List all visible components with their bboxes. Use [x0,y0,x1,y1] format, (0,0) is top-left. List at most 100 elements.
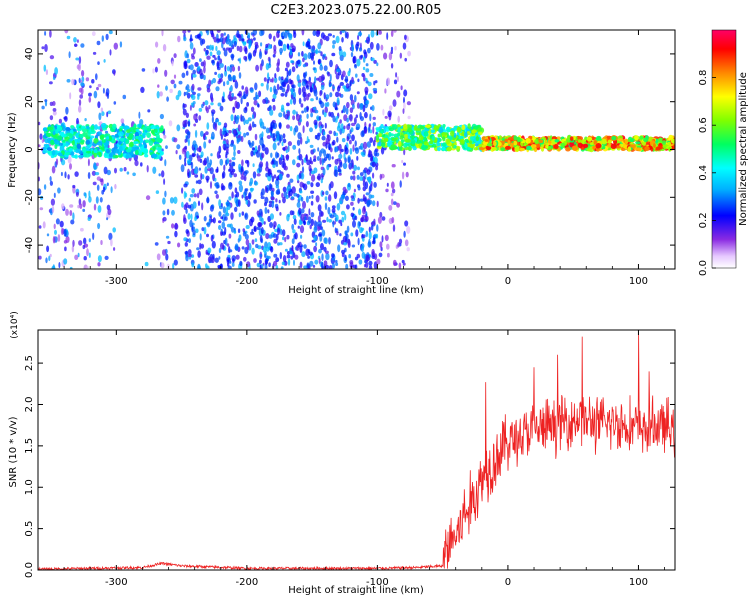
heatmap-cell [312,158,317,162]
heatmap-cell [199,58,202,62]
heatmap-cell [201,202,204,211]
heatmap-cell [185,112,189,119]
heatmap-cell [57,234,61,242]
heatmap-cell [67,156,72,164]
heatmap-cell [323,92,326,100]
heatmap-cell [225,153,228,159]
heatmap-cell [229,65,233,73]
heatmap-cell [292,91,296,99]
heatmap-cell [341,148,344,153]
heatmap-cell [310,218,314,226]
heatmap-cell [352,103,355,110]
heatmap-cell [110,186,113,194]
heatmap-cell [250,150,254,157]
heatmap-cell [299,225,305,234]
heatmap-cell [189,194,194,198]
heatmap-cell [92,51,97,55]
heatmap-cell [240,175,245,180]
x-tick-label: -300 [105,276,128,287]
heatmap-cell [339,92,341,97]
heatmap-cell [93,148,98,154]
heatmap-cell [234,206,238,212]
heatmap-cell [336,125,341,132]
heatmap-cell [78,105,82,113]
heatmap-cell [332,115,336,123]
heatmap-cell [339,233,342,237]
heatmap-cell [344,189,348,194]
heatmap-cell [344,230,348,235]
heatmap-cell [252,171,257,179]
heatmap-cell [405,138,411,143]
heatmap-cell [279,252,282,260]
heatmap-cell [354,215,358,221]
heatmap-cell [223,81,226,87]
heatmap-cell [211,116,214,123]
heatmap-cell [184,251,188,255]
heatmap-cell [466,130,471,136]
heatmap-cell [324,56,328,61]
heatmap-cell [197,87,202,91]
heatmap-cell [237,65,241,72]
heatmap-cell [225,47,230,51]
heatmap-cell [316,156,320,161]
heatmap-cell [229,76,233,82]
heatmap-cell [190,94,194,99]
heatmap-cell [321,135,326,141]
heatmap-cell [336,115,339,120]
heatmap-cell [208,105,211,110]
heatmap-cell [210,153,213,157]
heatmap-cell [340,194,345,200]
heatmap-cell [284,236,287,243]
heatmap-cell [233,35,236,41]
heatmap-cell [385,188,389,193]
heatmap-cell [357,35,360,40]
y-tick-label: 2.0 [24,397,35,413]
heatmap-cell [247,52,253,60]
heatmap-cell [226,258,230,265]
heatmap-cell [269,109,274,116]
heatmap-region-2 [182,30,380,269]
heatmap-cell [369,113,372,122]
heatmap-cell [324,196,328,201]
heatmap-cell [95,73,98,81]
heatmap-cell [73,37,77,43]
heatmap-cell [402,108,405,114]
heatmap-cell [662,140,667,146]
heatmap-cell [388,52,393,61]
heatmap-cell [231,54,234,61]
heatmap-cell [216,60,220,69]
heatmap-cell [58,118,63,124]
heatmap-cell [125,153,130,159]
heatmap-cell [320,226,324,231]
heatmap-cell [43,64,47,72]
heatmap-cell [88,92,92,97]
heatmap-cell [303,107,308,113]
heatmap-cell [278,76,282,81]
heatmap-cell [357,197,360,204]
heatmap-cell [301,158,304,166]
y-tick-label: 0.5 [24,521,35,537]
heatmap-cell [314,109,319,114]
heatmap-cell [279,86,283,90]
heatmap-cell [164,69,168,77]
heatmap-cell [182,120,187,128]
heatmap-cell [282,229,286,237]
heatmap-cell [99,178,104,183]
heatmap-cell [61,159,66,166]
heatmap-cell [268,203,272,208]
heatmap-cell [347,183,351,188]
heatmap-cell [220,73,224,79]
y-tick-label: 1.0 [24,479,35,495]
heatmap-cell [328,111,332,117]
heatmap-cell [299,245,303,253]
heatmap-cell [303,72,307,79]
heatmap-cell [210,30,214,35]
heatmap-cell [57,187,61,194]
heatmap-cell [362,186,367,192]
heatmap-cell [101,35,105,42]
heatmap-cell [289,250,293,255]
heatmap-cell [361,234,366,239]
y-tick-label: -40 [24,237,35,253]
heatmap-cell [89,85,92,89]
heatmap-cell [380,142,386,147]
